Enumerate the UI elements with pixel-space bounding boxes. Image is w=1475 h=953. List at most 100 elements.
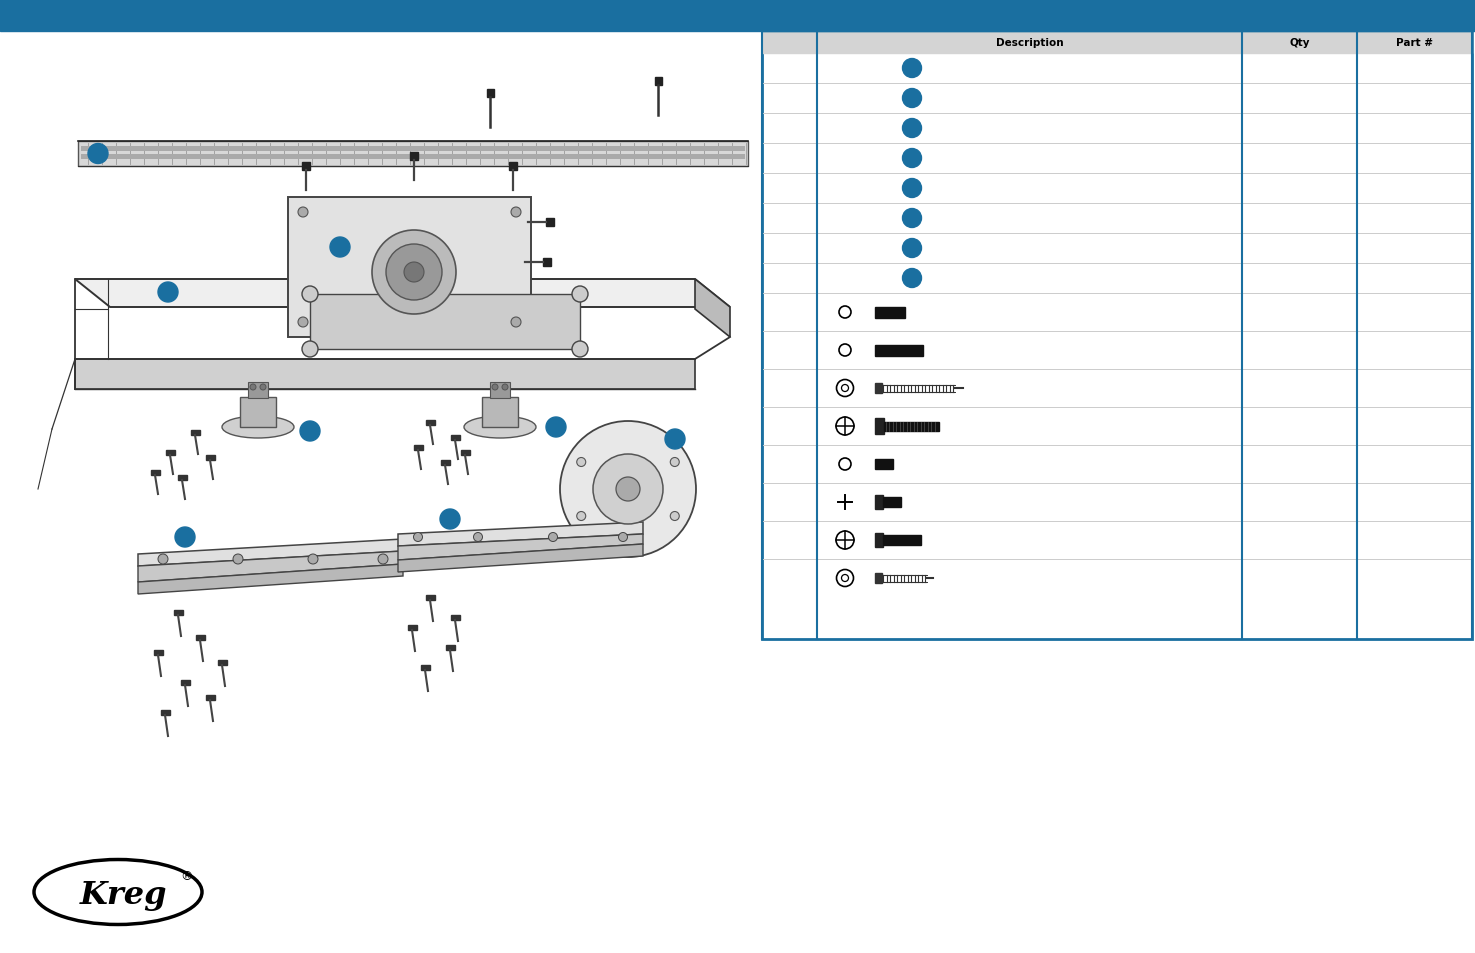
Text: ®: ® (180, 869, 192, 882)
Circle shape (386, 245, 442, 301)
Circle shape (903, 90, 922, 109)
Bar (207, 456, 215, 460)
Circle shape (249, 385, 257, 391)
Bar (487, 90, 494, 98)
Bar (543, 258, 552, 267)
Bar (207, 696, 215, 700)
Bar (0, 0, 1475, 32)
Bar (763, 32, 1472, 54)
Polygon shape (139, 539, 403, 566)
Circle shape (372, 231, 456, 314)
Circle shape (549, 533, 558, 542)
Circle shape (308, 555, 319, 564)
Circle shape (440, 510, 460, 530)
Circle shape (593, 455, 662, 524)
Bar (875, 418, 884, 435)
Circle shape (577, 458, 586, 467)
Bar (248, 382, 268, 398)
Circle shape (510, 317, 521, 328)
Bar (462, 451, 471, 456)
Bar (190, 431, 201, 436)
Bar (655, 78, 662, 86)
Polygon shape (139, 552, 403, 582)
Circle shape (903, 59, 922, 78)
Bar (288, 198, 531, 337)
Circle shape (299, 421, 320, 441)
Bar (196, 636, 205, 640)
Polygon shape (695, 280, 730, 337)
Text: Kreg: Kreg (80, 880, 167, 910)
Bar (410, 152, 417, 161)
Circle shape (302, 341, 319, 357)
Circle shape (378, 555, 388, 564)
Circle shape (665, 430, 684, 450)
Ellipse shape (223, 416, 294, 438)
Circle shape (233, 555, 243, 564)
Bar (426, 420, 435, 426)
Circle shape (330, 237, 350, 257)
Bar (181, 680, 190, 685)
Polygon shape (398, 535, 643, 560)
Polygon shape (139, 564, 403, 595)
Circle shape (617, 477, 640, 501)
Bar (302, 163, 310, 171)
Ellipse shape (34, 860, 202, 924)
Bar (490, 382, 510, 398)
Bar (78, 142, 748, 167)
Bar (884, 497, 901, 507)
Bar (426, 596, 435, 600)
Text: Qty: Qty (1289, 38, 1310, 48)
Text: Description: Description (996, 38, 1063, 48)
Polygon shape (75, 280, 730, 308)
Bar (81, 147, 745, 152)
Circle shape (298, 317, 308, 328)
Circle shape (158, 283, 178, 303)
Bar (218, 660, 227, 665)
Circle shape (473, 533, 482, 542)
Circle shape (404, 263, 423, 283)
Bar (763, 32, 1472, 639)
Circle shape (577, 512, 586, 521)
Bar (167, 451, 176, 456)
Circle shape (903, 269, 922, 288)
Bar (451, 616, 460, 620)
Bar (240, 397, 276, 428)
Circle shape (903, 179, 922, 198)
Bar (884, 536, 920, 545)
Bar (509, 163, 518, 171)
Bar (174, 610, 183, 616)
Circle shape (560, 421, 696, 558)
Bar (875, 574, 882, 583)
Polygon shape (75, 359, 695, 390)
Circle shape (670, 512, 680, 521)
Circle shape (298, 208, 308, 218)
Circle shape (903, 239, 922, 258)
Bar (763, 0, 1472, 32)
Polygon shape (398, 544, 643, 573)
Text: Part #: Part # (1395, 38, 1434, 48)
Circle shape (903, 119, 922, 138)
Bar (178, 476, 187, 480)
Bar (884, 422, 940, 431)
Circle shape (903, 150, 922, 169)
Circle shape (572, 341, 589, 357)
Bar (441, 460, 450, 465)
Bar (81, 154, 745, 160)
Circle shape (618, 533, 627, 542)
Bar (409, 625, 417, 630)
Circle shape (302, 287, 319, 303)
Circle shape (158, 555, 168, 564)
Circle shape (88, 144, 108, 164)
Circle shape (413, 533, 422, 542)
Bar (875, 384, 882, 394)
Circle shape (493, 385, 499, 391)
Bar (546, 219, 555, 227)
Bar (451, 436, 460, 440)
Bar (420, 665, 431, 670)
Circle shape (260, 385, 266, 391)
Circle shape (572, 287, 589, 303)
Circle shape (502, 385, 507, 391)
Polygon shape (398, 522, 643, 546)
Bar (161, 710, 170, 716)
Circle shape (546, 417, 566, 437)
